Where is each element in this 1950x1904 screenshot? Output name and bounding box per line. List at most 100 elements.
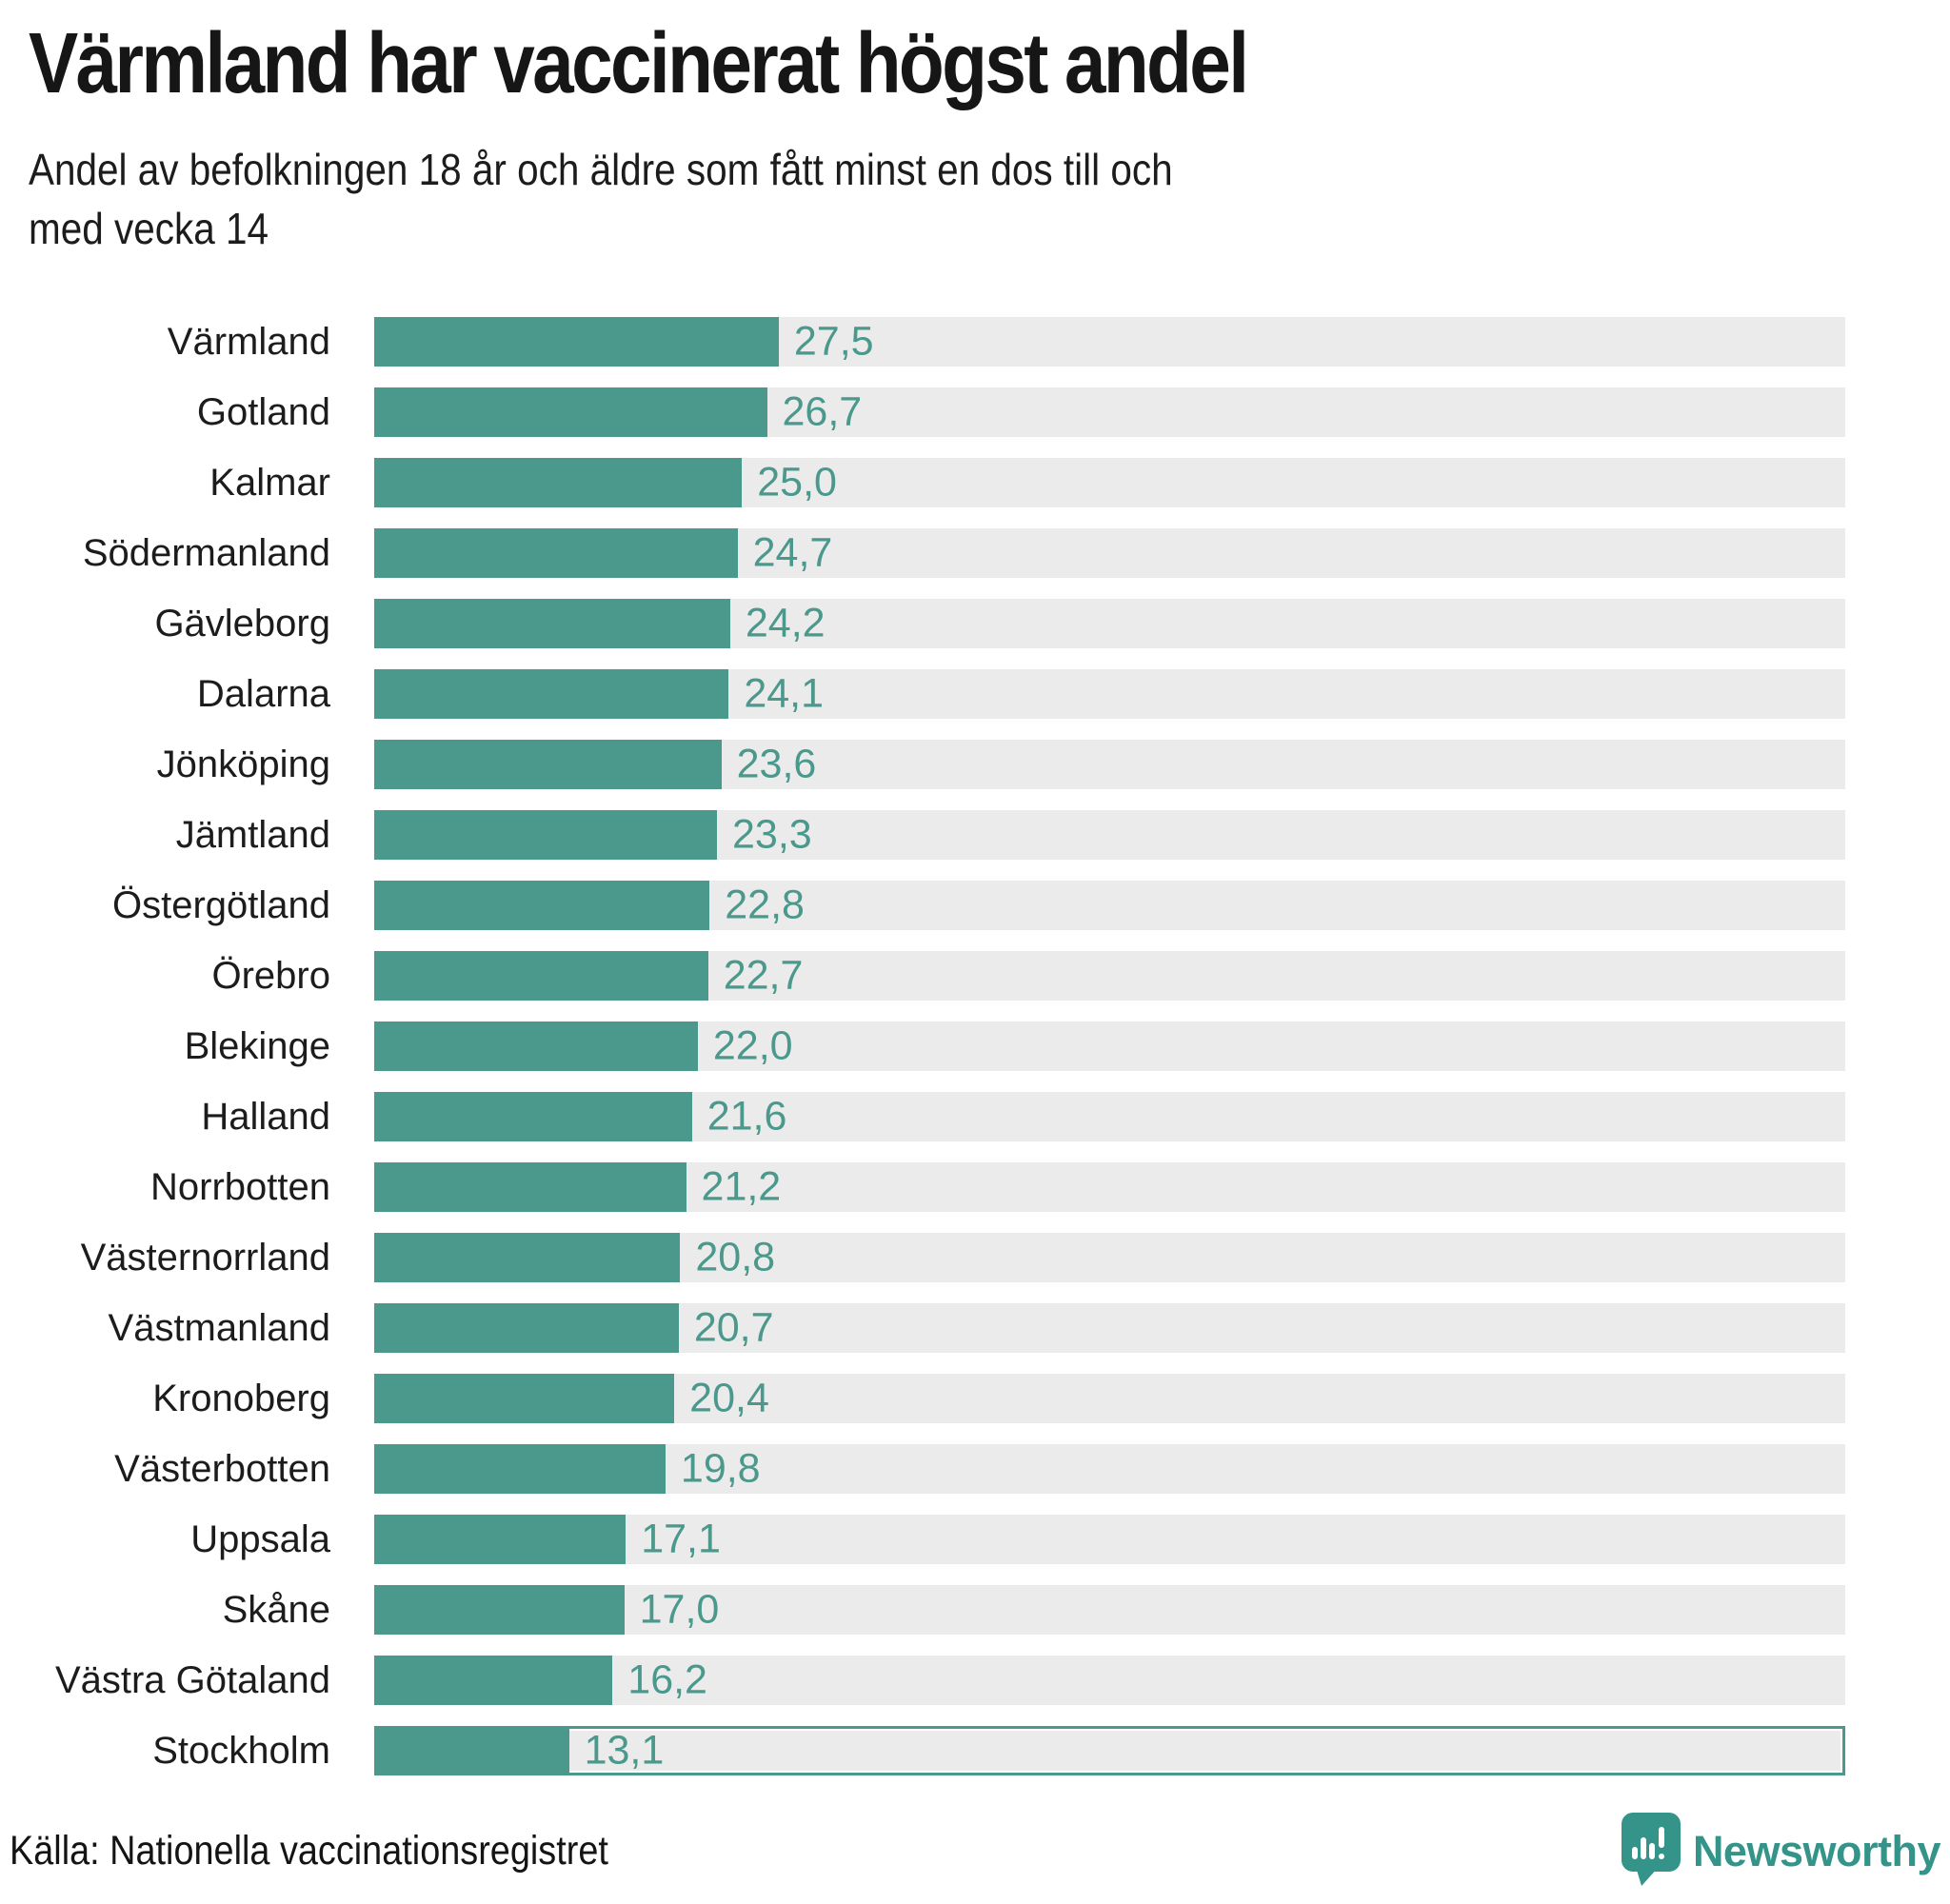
chart-row: Jönköping 23,6: [0, 740, 1950, 789]
value-label: 24,1: [744, 670, 825, 717]
category-label: Uppsala: [190, 1517, 330, 1560]
value-label: 26,7: [782, 388, 863, 435]
bar: [374, 1374, 675, 1423]
chart-row: Kalmar 25,0: [0, 458, 1950, 507]
category-label: Västernorrland: [80, 1236, 330, 1279]
bar-track: 25,0: [374, 458, 1845, 507]
value-label: 24,7: [752, 529, 833, 576]
value-label: 17,1: [641, 1516, 721, 1562]
chart-row: Värmland 27,5: [0, 317, 1950, 367]
bar-track: 17,0: [374, 1585, 1845, 1635]
value-label: 13,1: [584, 1727, 665, 1774]
bar-track: 24,7: [374, 528, 1845, 578]
bar-track: 27,5: [374, 317, 1845, 367]
bar: [374, 1585, 625, 1635]
value-label: 27,5: [793, 318, 874, 365]
bar: [374, 1303, 679, 1353]
value-label: 16,2: [627, 1656, 707, 1703]
value-label: 17,0: [639, 1586, 720, 1633]
category-label: Norrbotten: [150, 1165, 330, 1208]
category-label: Kronoberg: [152, 1377, 330, 1419]
chart-row: Västra Götaland 16,2: [0, 1656, 1950, 1705]
category-label: Västerbotten: [114, 1447, 330, 1490]
page-title: Värmland har vaccinerat högst andel: [29, 16, 1249, 111]
category-label: Värmland: [167, 320, 330, 363]
bar: [374, 1021, 698, 1071]
category-label: Stockholm: [152, 1729, 330, 1772]
category-label: Gävleborg: [154, 602, 330, 645]
bar-track: 22,0: [374, 1021, 1845, 1071]
track-inset: [379, 1731, 1841, 1771]
bar-track: 21,6: [374, 1092, 1845, 1141]
bar: [374, 740, 722, 789]
value-label: 21,2: [701, 1163, 782, 1210]
bar-track: 22,7: [374, 951, 1845, 1001]
value-label: 22,0: [712, 1022, 793, 1069]
value-label: 25,0: [757, 459, 837, 506]
bar: [377, 1729, 569, 1773]
bar-track: 23,3: [374, 810, 1845, 860]
value-label: 22,7: [723, 952, 804, 999]
page-subtitle: Andel av befolkningen 18 år och äldre so…: [29, 141, 1173, 258]
category-label: Västra Götaland: [54, 1658, 330, 1701]
chart-row: Norrbotten 21,2: [0, 1162, 1950, 1212]
value-label: 20,7: [693, 1304, 774, 1351]
bar: [374, 1444, 666, 1494]
chart-row: Kronoberg 20,4: [0, 1374, 1950, 1423]
bar: [374, 1233, 681, 1282]
category-label: Kalmar: [209, 461, 330, 504]
chart-row: Östergötland 22,8: [0, 881, 1950, 930]
bar-track: 20,4: [374, 1374, 1845, 1423]
category-label: Östergötland: [111, 883, 330, 926]
bar-track: 21,2: [374, 1162, 1845, 1212]
bar: [374, 1162, 686, 1212]
bar: [374, 1092, 692, 1141]
bar-chart: Värmland 27,5 Gotland 26,7 Kalmar 25,0 Söderma…: [0, 317, 1950, 1796]
value-label: 23,6: [736, 741, 817, 787]
category-label: Blekinge: [184, 1024, 330, 1067]
bar-chart-pin-icon: [1621, 1812, 1681, 1891]
chart-row: Skåne 17,0: [0, 1585, 1950, 1635]
category-label: Dalarna: [196, 672, 330, 715]
value-label: 21,6: [706, 1093, 787, 1140]
value-label: 24,2: [745, 600, 826, 646]
value-label: 20,8: [695, 1234, 776, 1280]
chart-row: Halland 21,6: [0, 1092, 1950, 1141]
bar: [374, 599, 730, 648]
bar: [374, 1515, 627, 1564]
chart-row: Södermanland 24,7: [0, 528, 1950, 578]
category-label: Gotland: [196, 390, 330, 433]
chart-row: Dalarna 24,1: [0, 669, 1950, 719]
bar-track: 23,6: [374, 740, 1845, 789]
chart-row: Gotland 26,7: [0, 387, 1950, 437]
chart-rows: Värmland 27,5 Gotland 26,7 Kalmar 25,0 Söderma…: [0, 317, 1950, 1775]
chart-row: Gävleborg 24,2: [0, 599, 1950, 648]
chart-row: Blekinge 22,0: [0, 1021, 1950, 1071]
bar: [374, 1656, 613, 1705]
chart-row: Västernorrland 20,8: [0, 1233, 1950, 1282]
bar-track: 20,7: [374, 1303, 1845, 1353]
bar: [374, 810, 717, 860]
bar-track: 20,8: [374, 1233, 1845, 1282]
chart-row: Västerbotten 19,8: [0, 1444, 1950, 1494]
bar-track: 24,2: [374, 599, 1845, 648]
source-note: Källa: Nationella vaccinationsregistret: [10, 1828, 608, 1874]
category-label: Jämtland: [175, 813, 330, 856]
chart-row: Stockholm 13,1: [0, 1726, 1950, 1775]
category-label: Södermanland: [82, 531, 330, 574]
category-label: Västmanland: [108, 1306, 330, 1349]
bar-track: 24,1: [374, 669, 1845, 719]
bar: [374, 951, 708, 1001]
category-label: Halland: [201, 1095, 330, 1138]
bar-track: 19,8: [374, 1444, 1845, 1494]
bar: [374, 317, 779, 367]
bar: [374, 528, 738, 578]
chart-row: Västmanland 20,7: [0, 1303, 1950, 1353]
value-label: 20,4: [689, 1375, 769, 1421]
subtitle-line-2: med vecka 14: [29, 203, 269, 253]
chart-row: Örebro 22,7: [0, 951, 1950, 1001]
bar-track: 22,8: [374, 881, 1845, 930]
value-label: 22,8: [725, 882, 805, 928]
bar: [374, 669, 729, 719]
bar-track: 16,2: [374, 1656, 1845, 1705]
